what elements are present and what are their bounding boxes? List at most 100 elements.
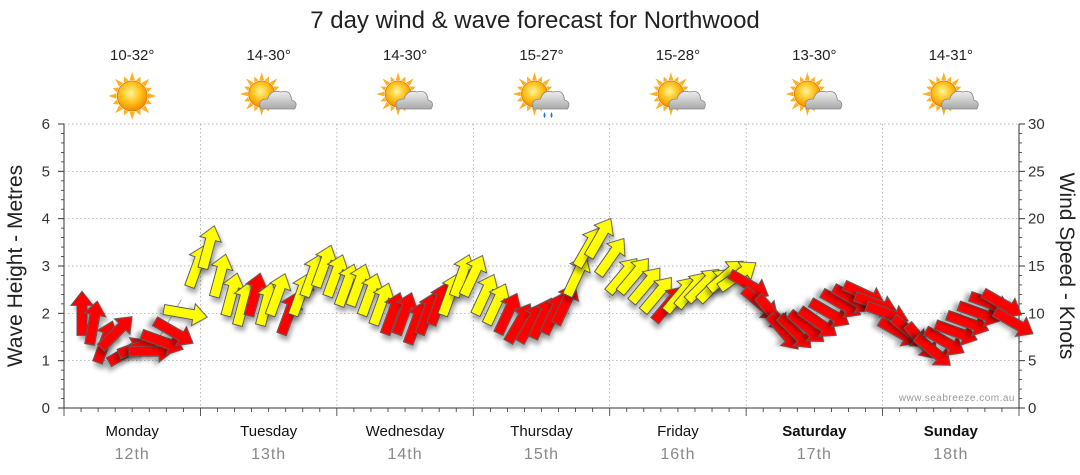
cloud-shape [395, 90, 433, 110]
temperature-range: 15-27° [519, 47, 563, 64]
day-label: Friday 16th [657, 423, 699, 463]
sun-ray [395, 72, 401, 81]
sun-ray [674, 76, 679, 83]
day-date: 14th [388, 446, 423, 463]
sun-ray [516, 86, 523, 91]
sun-ray [936, 105, 941, 112]
sun-disc [116, 80, 148, 112]
day-header: 14-30° [376, 47, 433, 116]
day-labels: Monday 12th Tuesday 13th Wednesday 14th Thursd… [106, 423, 979, 463]
sun-ray [819, 86, 825, 91]
sun-ray [135, 76, 141, 83]
cloud [804, 90, 843, 110]
sun-ray [799, 76, 805, 83]
sun-ray [401, 76, 406, 83]
wind-arrow-shape [197, 225, 223, 271]
sun-ray [791, 102, 800, 110]
y-tick-label-right: 5 [1028, 353, 1036, 370]
day-header: 14-30° [239, 47, 297, 116]
y-axis-label-right: Wind Speed - Knots [1055, 173, 1078, 360]
sun-ray [653, 86, 660, 91]
sun-ray [390, 105, 395, 112]
raindrop [550, 112, 553, 118]
chart-title: 7 day wind & wave forecast for Northwood [310, 7, 760, 34]
sun-ray [946, 76, 952, 83]
raindrop [543, 112, 546, 118]
day-headers: 10-32° 14-30° 14-30° 15-27° 15-28° 13-30° 14-3… [108, 47, 979, 120]
sun-ray [380, 86, 387, 91]
sun-ray [648, 91, 658, 97]
sun-ray [269, 78, 278, 86]
wind-arrow-shape [583, 217, 614, 260]
sun-ray [409, 86, 416, 91]
sun-ray [259, 107, 265, 116]
sun-ray [516, 97, 523, 102]
y-tick-label-right: 20 [1028, 211, 1045, 228]
sun-ray [254, 76, 259, 83]
wind-arrow [197, 225, 223, 271]
sun-ray [395, 107, 401, 116]
sun-ray [239, 91, 248, 97]
wind-arrow [264, 272, 292, 318]
sun-ray [655, 102, 663, 110]
sun-ray [532, 72, 537, 81]
sun-ray [115, 79, 123, 87]
day-date: 12th [115, 446, 150, 463]
wind-arrow [162, 302, 209, 327]
cloud-shape [259, 90, 297, 110]
sun-ray [799, 105, 805, 112]
sun-ray [804, 72, 810, 81]
wind-arrow [151, 316, 194, 347]
sun-ray [663, 76, 668, 83]
sun-ray [141, 79, 150, 87]
day-label: Thursday 15th [510, 423, 573, 463]
partly-cloudy-icon [785, 72, 843, 116]
day-name: Thursday [510, 423, 573, 440]
day-name: Tuesday [240, 423, 297, 440]
y-tick-label-left: 6 [42, 116, 50, 133]
day-name: Sunday [924, 423, 979, 440]
sun-ray [123, 76, 129, 83]
sun-ray [668, 72, 674, 81]
sun-ray [390, 76, 395, 83]
sun-ray [941, 107, 947, 116]
sun-rays [108, 72, 157, 120]
sun-ray [123, 109, 129, 116]
day-date: 17th [797, 446, 832, 463]
sun-ray [115, 105, 123, 113]
y-tick-label-left: 3 [42, 258, 50, 275]
sun-ray [376, 91, 385, 97]
sun-ray [668, 107, 674, 116]
sun-ray [406, 78, 414, 86]
sun-ray [527, 105, 532, 112]
sun-ray [921, 91, 930, 97]
sun-ray [791, 78, 800, 86]
sun-ray [682, 86, 689, 91]
y-tick-label-right: 30 [1028, 116, 1045, 133]
sun-ray [129, 111, 135, 120]
day-label: Tuesday 13th [240, 423, 297, 463]
sun-ray [244, 86, 250, 91]
day-header: 14-31° [921, 47, 979, 116]
sun-ray [926, 86, 932, 91]
sun-ray [532, 107, 537, 116]
wind-arrow [82, 300, 107, 346]
bottom-axis-ticks [63, 408, 1020, 416]
wind-arrow [583, 217, 614, 260]
sun-ray [264, 76, 270, 83]
sun-ray [112, 99, 119, 105]
sun-ray [926, 97, 932, 102]
wind-arrow [96, 316, 133, 353]
day-header: 13-30° [785, 47, 843, 116]
sun-ray [108, 93, 117, 99]
showers-icon [512, 72, 570, 118]
day-date: 16th [660, 446, 695, 463]
temperature-range: 14-30° [246, 47, 290, 64]
y-tick-label-left: 4 [42, 211, 50, 228]
day-label: Wednesday 14th [366, 423, 445, 463]
day-name: Wednesday [366, 423, 445, 440]
sun-ray [273, 86, 280, 91]
y-tick-label-right: 15 [1028, 258, 1045, 275]
sun-ray [653, 97, 660, 102]
temperature-range: 14-30° [383, 47, 427, 64]
